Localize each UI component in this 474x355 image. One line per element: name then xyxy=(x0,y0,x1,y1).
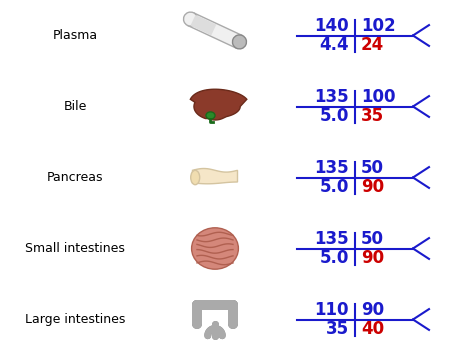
Text: 40: 40 xyxy=(361,320,384,338)
Ellipse shape xyxy=(206,112,215,119)
Text: Large intestines: Large intestines xyxy=(25,313,125,326)
Text: 135: 135 xyxy=(314,159,349,177)
Text: 110: 110 xyxy=(315,301,349,319)
Text: Bile: Bile xyxy=(64,100,87,113)
Ellipse shape xyxy=(191,228,238,269)
Text: 90: 90 xyxy=(361,178,384,196)
Text: 4.4: 4.4 xyxy=(319,36,349,54)
Text: 135: 135 xyxy=(314,88,349,106)
Text: 90: 90 xyxy=(361,301,384,319)
Text: 24: 24 xyxy=(361,36,384,54)
Polygon shape xyxy=(188,13,242,48)
Text: 35: 35 xyxy=(326,320,349,338)
Text: 50: 50 xyxy=(361,159,384,177)
Ellipse shape xyxy=(183,12,198,26)
Text: 140: 140 xyxy=(314,17,349,35)
Text: 35: 35 xyxy=(361,107,384,125)
Polygon shape xyxy=(191,89,247,120)
Ellipse shape xyxy=(232,35,246,49)
Text: 5.0: 5.0 xyxy=(319,249,349,267)
Polygon shape xyxy=(192,169,237,184)
Text: Pancreas: Pancreas xyxy=(47,171,103,184)
Text: Plasma: Plasma xyxy=(53,29,98,42)
Text: 100: 100 xyxy=(361,88,395,106)
Text: Small intestines: Small intestines xyxy=(25,242,125,255)
Text: 5.0: 5.0 xyxy=(319,107,349,125)
Polygon shape xyxy=(191,15,216,35)
Text: 102: 102 xyxy=(361,17,396,35)
Ellipse shape xyxy=(191,170,200,185)
Text: 50: 50 xyxy=(361,230,384,248)
Text: 135: 135 xyxy=(314,230,349,248)
Text: 90: 90 xyxy=(361,249,384,267)
Text: 5.0: 5.0 xyxy=(319,178,349,196)
